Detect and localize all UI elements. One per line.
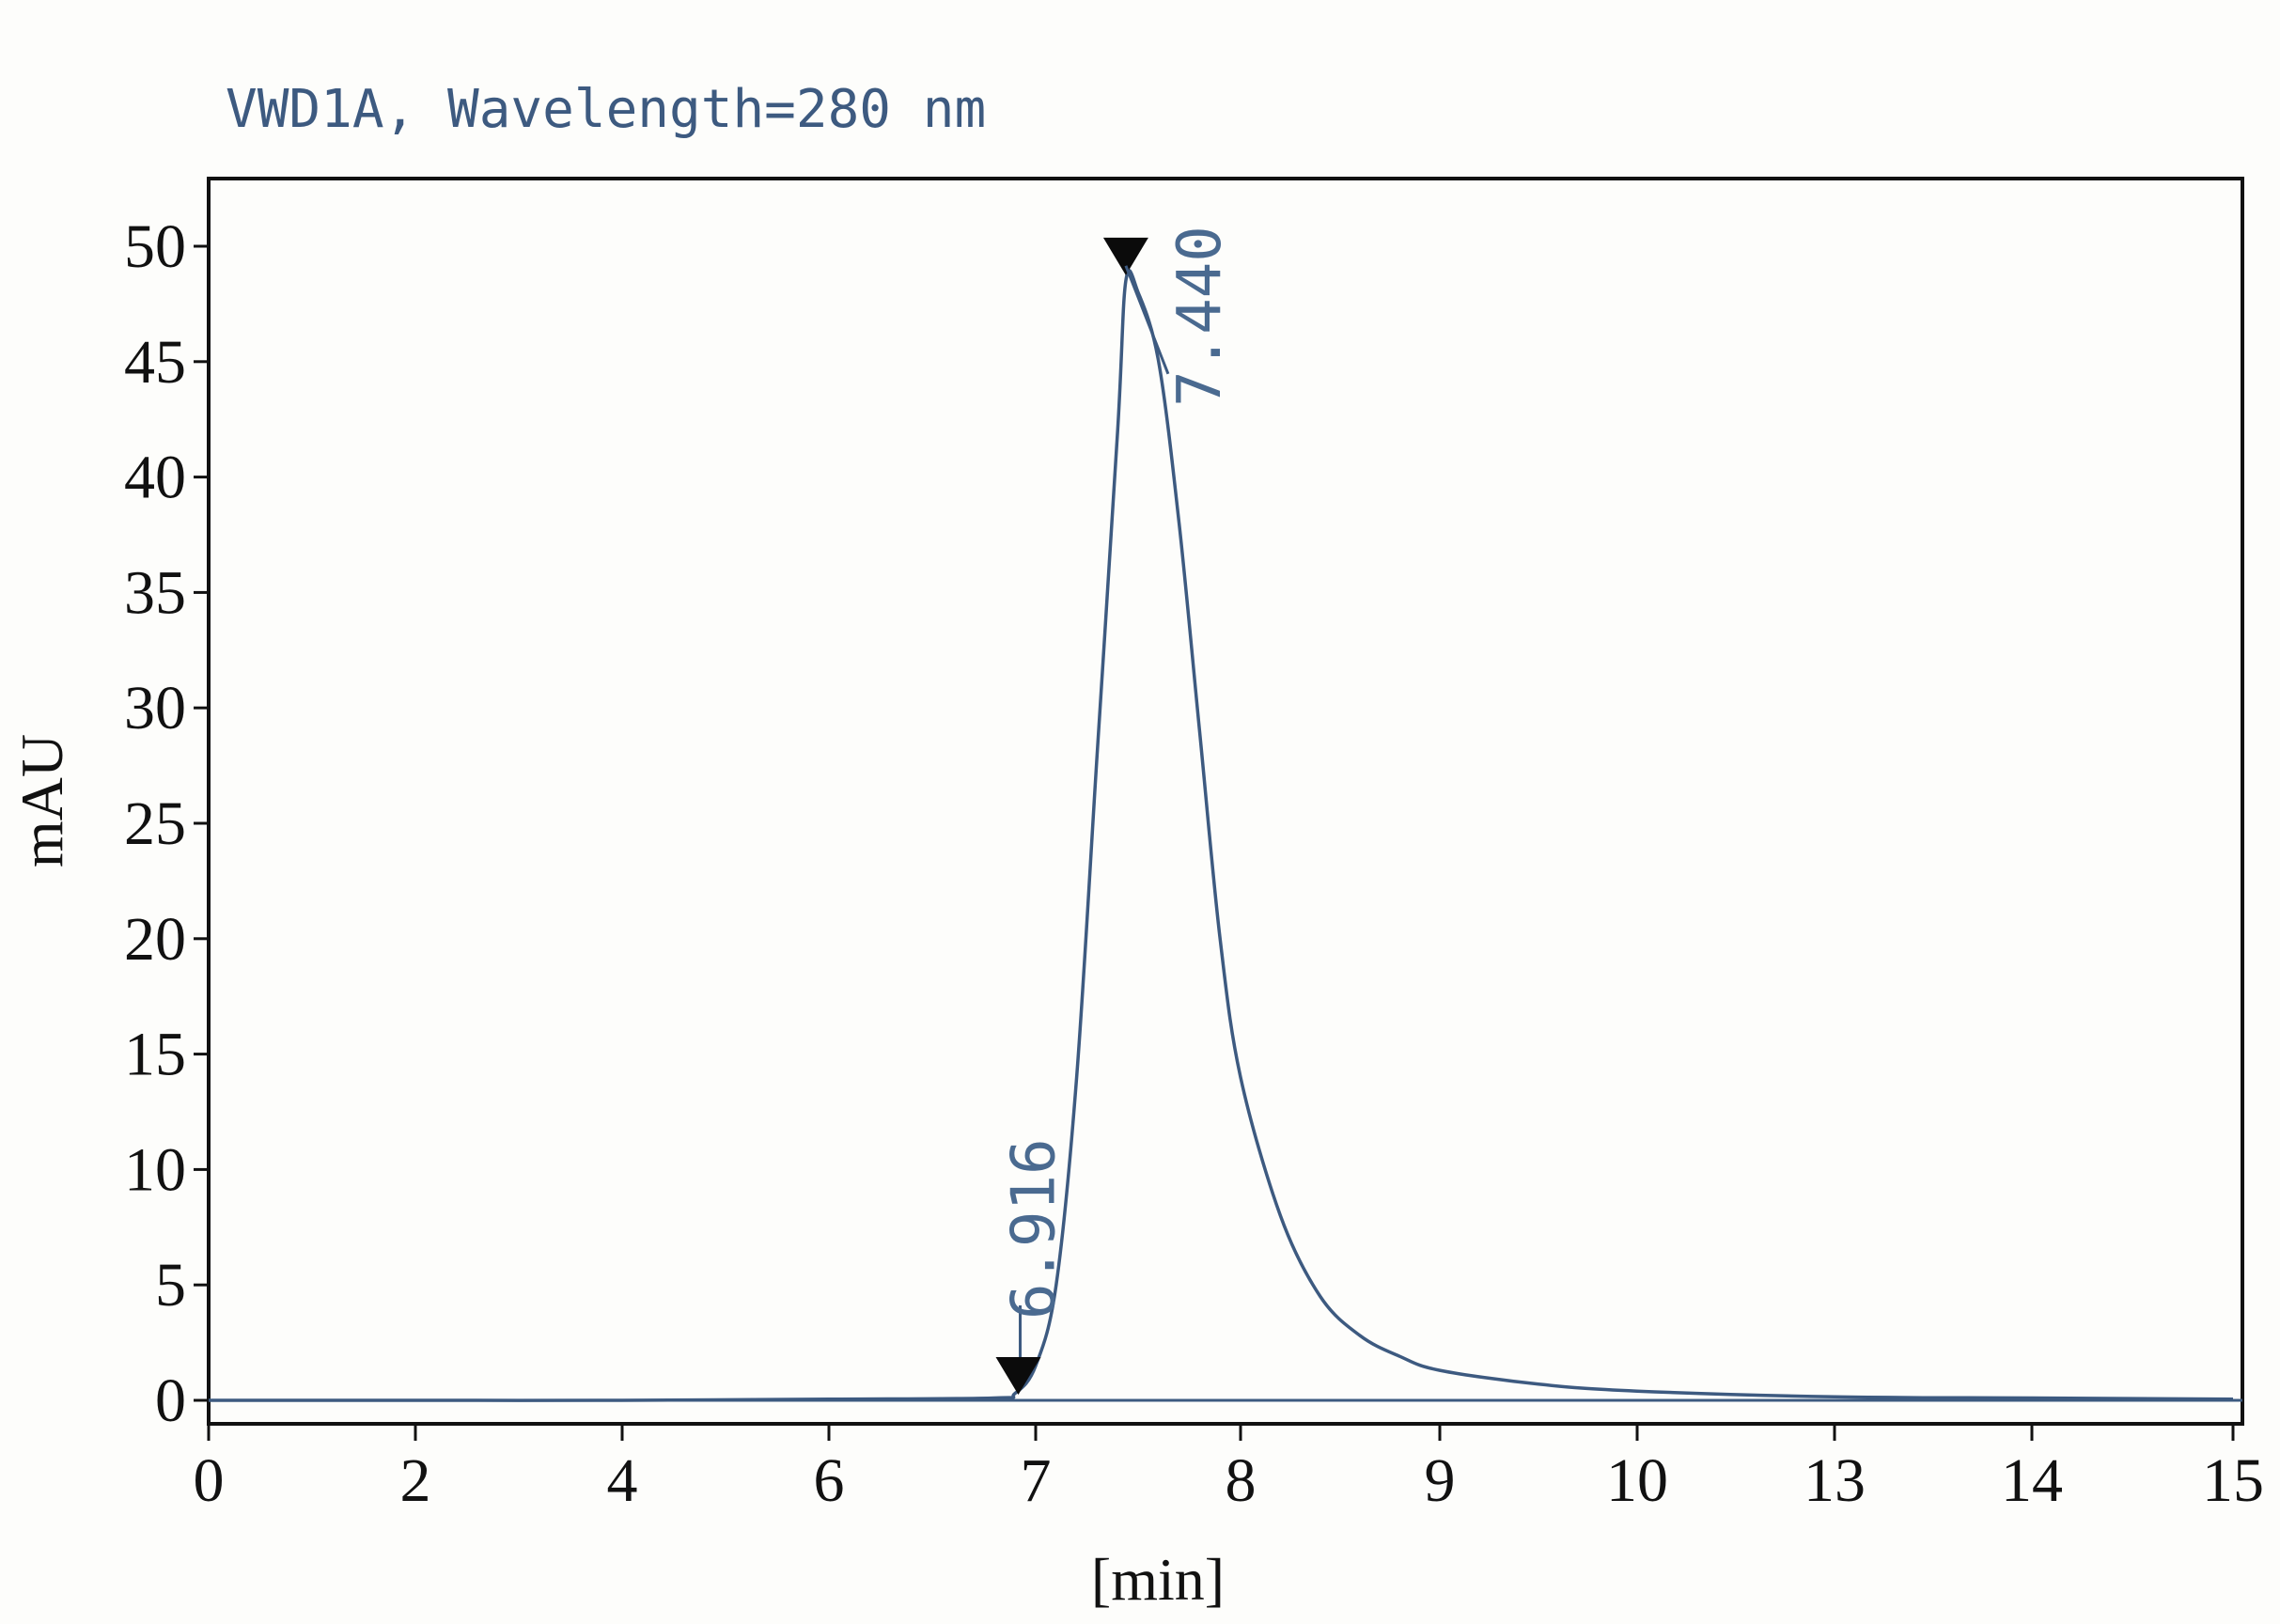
x-tick-label: 7: [1021, 1446, 1052, 1515]
x-tick-label: 10: [1606, 1446, 1668, 1515]
series-line: [209, 269, 2234, 1402]
peak-label: 7.440: [1165, 226, 1235, 407]
x-tick-label: 13: [1804, 1446, 1866, 1515]
series-group: [209, 269, 2234, 1402]
x-axis-label: [min]: [1091, 1546, 1225, 1613]
peak-marker: [995, 1357, 1041, 1395]
x-tick-label: 14: [2001, 1446, 2063, 1515]
x-tick-label: 8: [1226, 1446, 1257, 1515]
peak-tick: [1124, 265, 1170, 375]
plot-frame: [207, 177, 2244, 1426]
y-tick-label: 45: [124, 328, 186, 397]
x-tick-label: 6: [814, 1446, 845, 1515]
y-tick-label: 30: [124, 674, 186, 742]
peak-markers: 6.916 7.440: [995, 226, 1235, 1395]
x-tick-label: 9: [1425, 1446, 1456, 1515]
x-tick-label: 15: [2202, 1446, 2264, 1515]
y-axis-label: mAU: [8, 734, 75, 867]
y-tick-label: 50: [124, 212, 186, 281]
y-tick-label: 20: [124, 905, 186, 974]
y-tick-label: 5: [155, 1251, 186, 1320]
chart-title: VWD1A, Wavelength=280 nm: [226, 79, 986, 140]
x-axis: 0 2 4 6 7 8 9 10 13 14 15: [194, 1424, 2264, 1515]
x-tick-label: 2: [400, 1446, 431, 1515]
peak-label: 6.916: [1000, 1138, 1070, 1320]
y-tick-label: 0: [155, 1366, 186, 1435]
y-tick-label: 15: [124, 1021, 186, 1089]
peak-marker: [1102, 237, 1148, 275]
y-tick-label: 25: [124, 789, 186, 858]
y-tick-label: 40: [124, 444, 186, 512]
y-tick-label: 35: [124, 558, 186, 627]
x-tick-label: 4: [607, 1446, 638, 1515]
y-axis: 0 5 10 15 20 25 30 35 40 45 50: [124, 212, 209, 1435]
x-tick-label: 0: [194, 1446, 225, 1515]
y-tick-label: 10: [124, 1135, 186, 1204]
